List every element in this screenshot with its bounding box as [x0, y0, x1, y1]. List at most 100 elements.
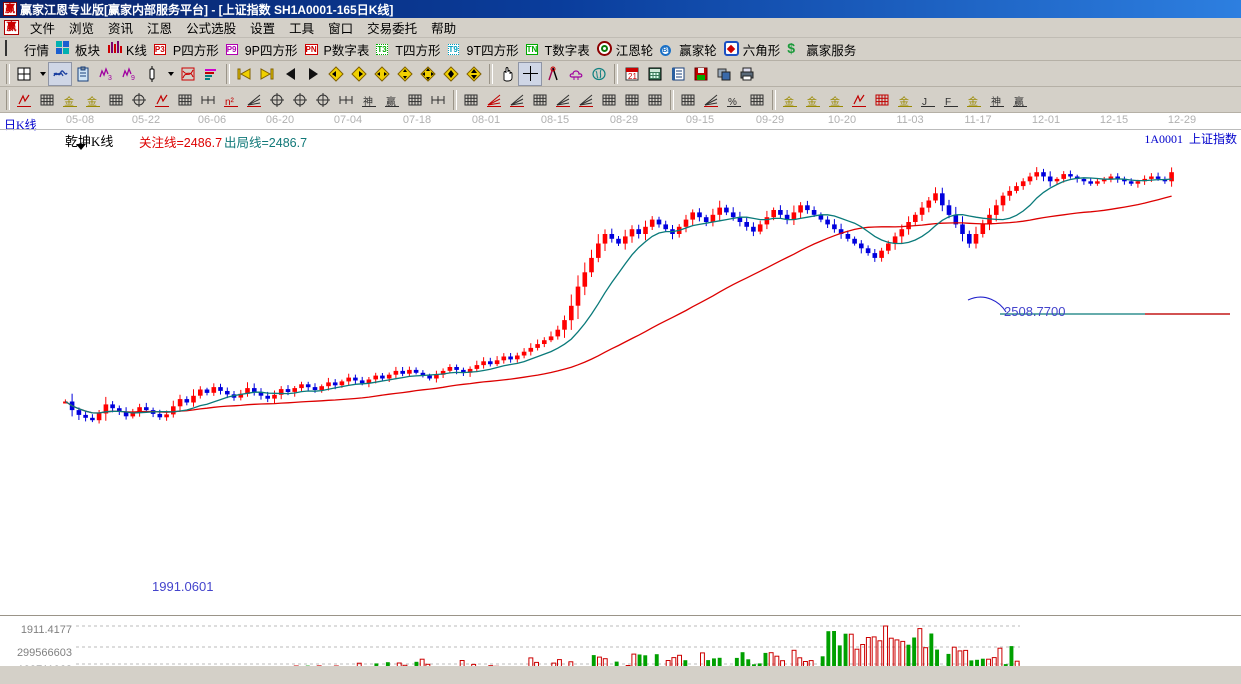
gold-ladder-button[interactable]: 金 [825, 89, 847, 111]
toolbar-p-number-table[interactable]: PN P数字表 [304, 39, 371, 59]
hand-tool-button[interactable] [496, 63, 518, 85]
brain-tool-button[interactable] [588, 63, 610, 85]
ladder-button[interactable] [197, 89, 219, 111]
angles-button[interactable] [243, 89, 265, 111]
menu-item-settings[interactable]: 设置 [250, 22, 276, 36]
menu-item-help[interactable]: 帮助 [431, 22, 457, 36]
f-fan-button[interactable]: F [940, 89, 962, 111]
gold-fan-button[interactable]: 金 [963, 89, 985, 111]
toolbar-quotes[interactable]: 行情 [4, 39, 50, 59]
spiral-button[interactable] [128, 89, 150, 111]
slant-grid-button[interactable] [644, 89, 666, 111]
gold-circle-button[interactable]: 金 [779, 89, 801, 111]
period-select-button[interactable] [13, 63, 35, 85]
menu-item-trade[interactable]: 交易委托 [367, 22, 418, 36]
pattern-button[interactable] [177, 63, 199, 85]
angle-line-button[interactable] [552, 89, 574, 111]
zoom-in-button[interactable] [417, 63, 439, 85]
fan-red-button[interactable] [483, 89, 505, 111]
zoom-h-button[interactable] [371, 63, 393, 85]
target-star-button[interactable] [289, 89, 311, 111]
notes-button[interactable] [667, 63, 689, 85]
fan-grid-button[interactable] [105, 89, 127, 111]
grid-b-button[interactable] [621, 89, 643, 111]
net-red-button[interactable] [871, 89, 893, 111]
capsule-dropdown-button[interactable] [164, 63, 176, 85]
first-page-button[interactable] [233, 63, 255, 85]
pct-list-button[interactable] [746, 89, 768, 111]
wave3-button[interactable]: 3 [95, 63, 117, 85]
zoom-out-button[interactable] [440, 63, 462, 85]
grid-tool-button[interactable] [36, 89, 58, 111]
span-button[interactable] [427, 89, 449, 111]
toolbar-winner-service[interactable]: $ 赢家服务 [786, 39, 857, 59]
gold-line-button[interactable]: 金 [894, 89, 916, 111]
list-tool-button[interactable] [677, 89, 699, 111]
net-fan-button[interactable] [529, 89, 551, 111]
zigzag-button[interactable] [575, 89, 597, 111]
gann-box-button[interactable] [141, 63, 163, 85]
pan-left-button[interactable] [325, 63, 347, 85]
period-dropdown-button[interactable] [36, 63, 48, 85]
print-button[interactable] [736, 63, 758, 85]
nsq-button[interactable]: n² [220, 89, 242, 111]
toolbar-winner-wheel[interactable]: Bi 赢家轮 [659, 39, 718, 59]
crosshair-tool-button[interactable] [518, 61, 542, 86]
gold-grid1-button[interactable]: 金 [59, 89, 81, 111]
j-fan-button[interactable]: J [917, 89, 939, 111]
quote-tool-button[interactable] [335, 89, 357, 111]
ying-fan-button[interactable]: 赢 [1009, 89, 1031, 111]
prev-button[interactable] [279, 63, 301, 85]
next-button[interactable] [302, 63, 324, 85]
ying-button[interactable]: 赢 [381, 89, 403, 111]
draw-pen-button[interactable] [13, 89, 35, 111]
pct-fan-button[interactable] [700, 89, 722, 111]
red-pen-button[interactable] [151, 89, 173, 111]
toolbar-gann-wheel[interactable]: 江恩轮 [596, 39, 655, 59]
report-button[interactable] [72, 63, 94, 85]
chart-area[interactable]: 日K线 05-08 05-22 06-06 06-20 07-04 07-18 08-01 0… [0, 113, 1241, 666]
measure-tool-button[interactable] [542, 63, 564, 85]
shen-button[interactable]: 神 [358, 89, 380, 111]
menu-item-gann[interactable]: 江恩 [147, 22, 173, 36]
calculator-button[interactable] [644, 63, 666, 85]
cloud-tool-button[interactable] [565, 63, 587, 85]
colorbars-button[interactable] [200, 63, 222, 85]
menu-item-news[interactable]: 资讯 [108, 22, 134, 36]
toolbar-t-number-table[interactable]: TN T数字表 [525, 39, 591, 59]
wave9-button[interactable]: 9 [118, 63, 140, 85]
grid-a-button[interactable] [598, 89, 620, 111]
fit-button[interactable] [463, 63, 485, 85]
overlay-button[interactable] [48, 61, 72, 86]
rocket-button[interactable] [848, 89, 870, 111]
chan-button[interactable] [460, 89, 482, 111]
toolbar-9t-square[interactable]: T9 9T四方形 [447, 39, 520, 59]
toolbar-hexagon[interactable]: 六角形 [723, 39, 782, 59]
menu-item-browse[interactable]: 浏览 [69, 22, 95, 36]
gold-grid2-button[interactable]: 金 [82, 89, 104, 111]
red-fan-icon [487, 94, 501, 107]
menu-item-window[interactable]: 窗口 [328, 22, 354, 36]
toolbar-kline[interactable]: K线 [106, 39, 148, 59]
toolbar-t-square[interactable]: T3 T四方形 [375, 39, 441, 59]
numgrid-button[interactable] [404, 89, 426, 111]
calendar-button[interactable]: 21 [621, 63, 643, 85]
target-button[interactable] [266, 89, 288, 111]
save-button[interactable] [690, 63, 712, 85]
pan-right-button[interactable] [348, 63, 370, 85]
percent-button[interactable]: % [723, 89, 745, 111]
last-page-button[interactable] [256, 63, 278, 85]
shen-fan-button[interactable]: 神 [986, 89, 1008, 111]
toolbar-sectors[interactable]: 板块 [55, 39, 101, 59]
menu-item-formula-select[interactable]: 公式选股 [186, 22, 237, 36]
zoom-v-button[interactable] [394, 63, 416, 85]
target-box-button[interactable] [312, 89, 334, 111]
circle-grid-button[interactable] [174, 89, 196, 111]
box-fan-button[interactable] [506, 89, 528, 111]
gold-circle2-button[interactable]: 金 [802, 89, 824, 111]
toolbar-p-square[interactable]: P3 P四方形 [153, 39, 220, 59]
menu-item-file[interactable]: 文件 [30, 22, 56, 36]
menu-item-tools[interactable]: 工具 [289, 22, 315, 36]
copy-button[interactable] [713, 63, 735, 85]
toolbar-9p-square[interactable]: P9 9P四方形 [225, 39, 299, 59]
